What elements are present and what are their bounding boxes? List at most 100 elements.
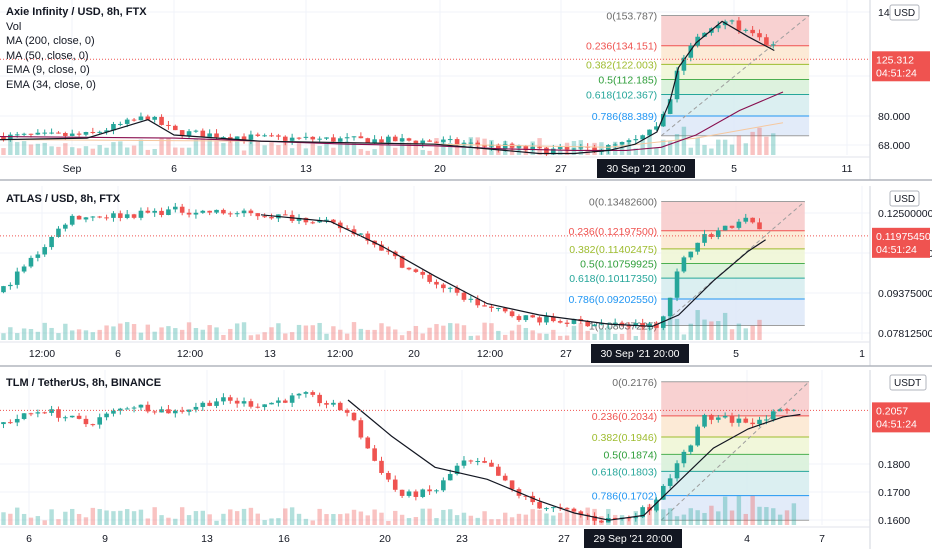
- candle-body: [454, 465, 460, 475]
- volume-bar: [406, 142, 412, 155]
- volume-bar: [633, 148, 638, 155]
- candle-body: [764, 419, 769, 421]
- volume-bar: [338, 514, 343, 525]
- candle-body: [8, 134, 13, 141]
- volume-bar: [482, 322, 487, 340]
- price-tick-label: 0.1700: [878, 487, 910, 499]
- volume-bar: [420, 333, 425, 340]
- last-price-label: 125.312: [876, 54, 914, 66]
- time-tick-label: 13: [264, 348, 276, 360]
- currency-badge: [889, 4, 920, 21]
- candle-body: [496, 466, 501, 476]
- candle-body: [496, 307, 501, 309]
- time-tick-label: 16: [278, 533, 290, 545]
- time-tick-label: 12:00: [177, 348, 203, 360]
- fib-zone: [661, 298, 805, 326]
- volume-bar: [303, 325, 309, 340]
- volume-bar: [695, 510, 700, 525]
- volume-bar: [21, 513, 27, 525]
- volume-bar: [276, 518, 281, 525]
- volume-bar: [351, 509, 357, 525]
- candle-body: [186, 131, 192, 136]
- candle-body: [21, 413, 27, 419]
- candle-body: [427, 489, 432, 492]
- candle-body: [241, 401, 247, 404]
- candle-body: [729, 415, 735, 423]
- candle-body: [221, 397, 226, 402]
- candle-body: [736, 418, 742, 423]
- candle-body: [131, 119, 137, 121]
- volume-bar: [654, 321, 659, 340]
- candle-body: [269, 402, 274, 405]
- volume-bar: [379, 512, 384, 525]
- candle-body: [695, 426, 700, 446]
- volume-bar: [688, 147, 693, 155]
- volume-bar: [647, 323, 652, 340]
- candle-body: [461, 292, 467, 300]
- candle-body: [633, 323, 639, 326]
- volume-bar: [76, 329, 82, 340]
- candle-body: [571, 318, 577, 324]
- candle-body: [255, 134, 261, 136]
- volume-bar: [303, 148, 309, 155]
- candle-body: [138, 404, 144, 408]
- candle-body: [1, 136, 6, 141]
- candle-body: [599, 520, 604, 523]
- volume-bar: [63, 323, 68, 340]
- volume-bar: [667, 508, 673, 525]
- volume-bar: [606, 326, 611, 340]
- volume-bar: [118, 323, 123, 340]
- volume-bar: [186, 515, 192, 525]
- volume-bar: [468, 515, 474, 525]
- volume-bar: [406, 518, 412, 525]
- candle-body: [63, 224, 68, 229]
- candle-body: [152, 411, 157, 413]
- candle-body: [688, 45, 694, 58]
- candle-body: [674, 463, 680, 479]
- candle-body: [420, 271, 426, 275]
- volume-bar: [317, 322, 322, 340]
- candle-body: [124, 214, 130, 218]
- candle-body: [674, 70, 680, 100]
- volume-bar: [674, 516, 680, 525]
- candle-body: [8, 422, 13, 424]
- fib-zone: [661, 437, 810, 455]
- volume-bar: [42, 142, 47, 155]
- candle-body: [372, 448, 377, 461]
- volume-bar: [461, 512, 467, 525]
- candle-body: [296, 217, 302, 221]
- volume-bar: [413, 517, 419, 525]
- volume-bar: [393, 329, 398, 340]
- candle-body: [509, 480, 515, 490]
- volume-bar: [386, 140, 391, 155]
- volume-bar: [63, 143, 68, 155]
- candle-body: [276, 400, 281, 403]
- candle-body: [702, 414, 707, 427]
- candle-body: [743, 29, 749, 31]
- volume-bar: [351, 142, 357, 155]
- volume-bar: [296, 143, 302, 155]
- volume-bar: [688, 323, 693, 340]
- countdown-label: 04:51:24: [876, 67, 917, 79]
- volume-bar: [448, 323, 453, 340]
- candle-body: [296, 137, 302, 139]
- candle-body: [654, 499, 659, 511]
- volume-bar: [152, 148, 157, 155]
- candle-body: [461, 143, 467, 145]
- candle-body: [111, 213, 116, 218]
- volume-bar: [571, 325, 577, 340]
- candle-body: [351, 412, 357, 421]
- candle-body: [331, 219, 336, 223]
- volume-bar: [496, 519, 501, 525]
- time-tick-label: 5: [733, 348, 739, 360]
- volume-bar: [228, 141, 233, 155]
- candle-body: [791, 409, 797, 411]
- candle-body: [8, 284, 13, 287]
- candle-body: [365, 233, 371, 241]
- volume-bar: [764, 507, 769, 525]
- candle-body: [688, 445, 694, 452]
- volume-bar: [193, 511, 199, 525]
- volume-bar: [35, 331, 41, 340]
- last-price-label: 0.2057: [876, 405, 908, 417]
